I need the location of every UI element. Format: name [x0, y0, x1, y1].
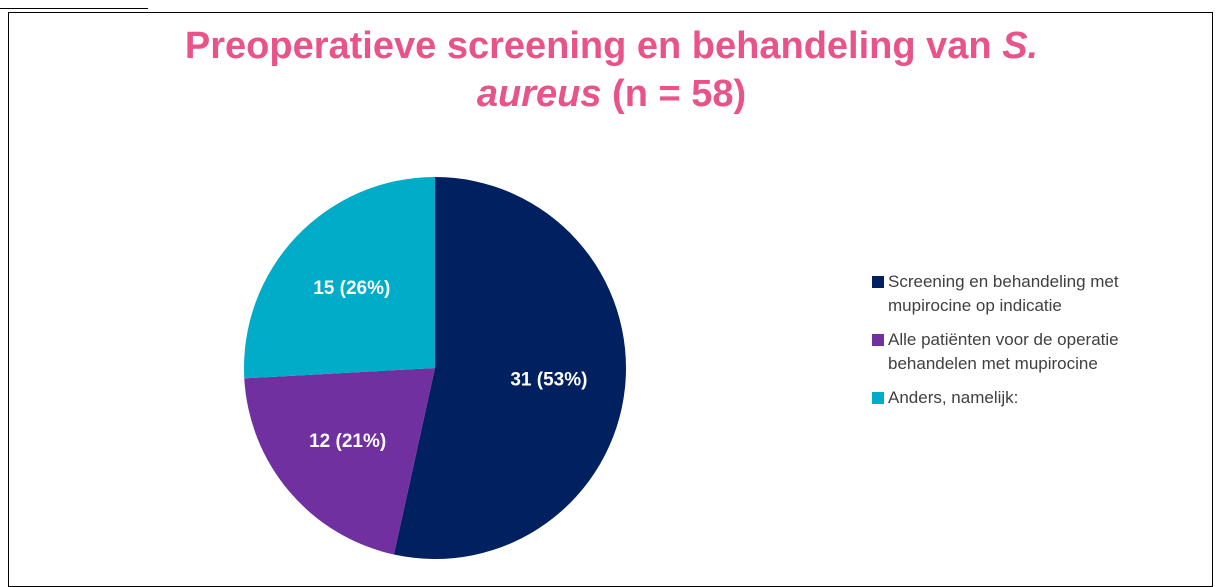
- title-part: S.: [1002, 25, 1039, 67]
- data-label: 12 (21%): [309, 431, 386, 452]
- pie-slice: [244, 177, 435, 379]
- title-part: (n = 58): [601, 73, 747, 115]
- legend-swatch: [872, 334, 884, 346]
- title-part: aureus: [476, 73, 602, 115]
- title-part: Preoperatieve screening en behandeling v…: [184, 25, 1003, 67]
- pie-slice: [244, 368, 435, 555]
- legend-label: Screening en behandeling met mupirocine …: [888, 272, 1119, 315]
- rule: [0, 8, 148, 9]
- legend-item: Screening en behandeling met mupirocine …: [872, 270, 1202, 318]
- legend-swatch: [872, 392, 884, 404]
- legend-swatch: [872, 276, 884, 288]
- legend-label: Alle patiënten voor de operatie behandel…: [888, 330, 1119, 373]
- data-label: 15 (26%): [313, 278, 390, 299]
- legend: Screening en behandeling met mupirocine …: [872, 270, 1202, 420]
- chart-title: Preoperatieve screening en behandeling v…: [60, 22, 1163, 118]
- legend-label: Anders, namelijk:: [888, 388, 1019, 407]
- legend-item: Anders, namelijk:: [872, 386, 1202, 410]
- pie-slice: [393, 177, 626, 559]
- legend-item: Alle patiënten voor de operatie behandel…: [872, 328, 1202, 376]
- data-label: 31 (53%): [510, 369, 587, 390]
